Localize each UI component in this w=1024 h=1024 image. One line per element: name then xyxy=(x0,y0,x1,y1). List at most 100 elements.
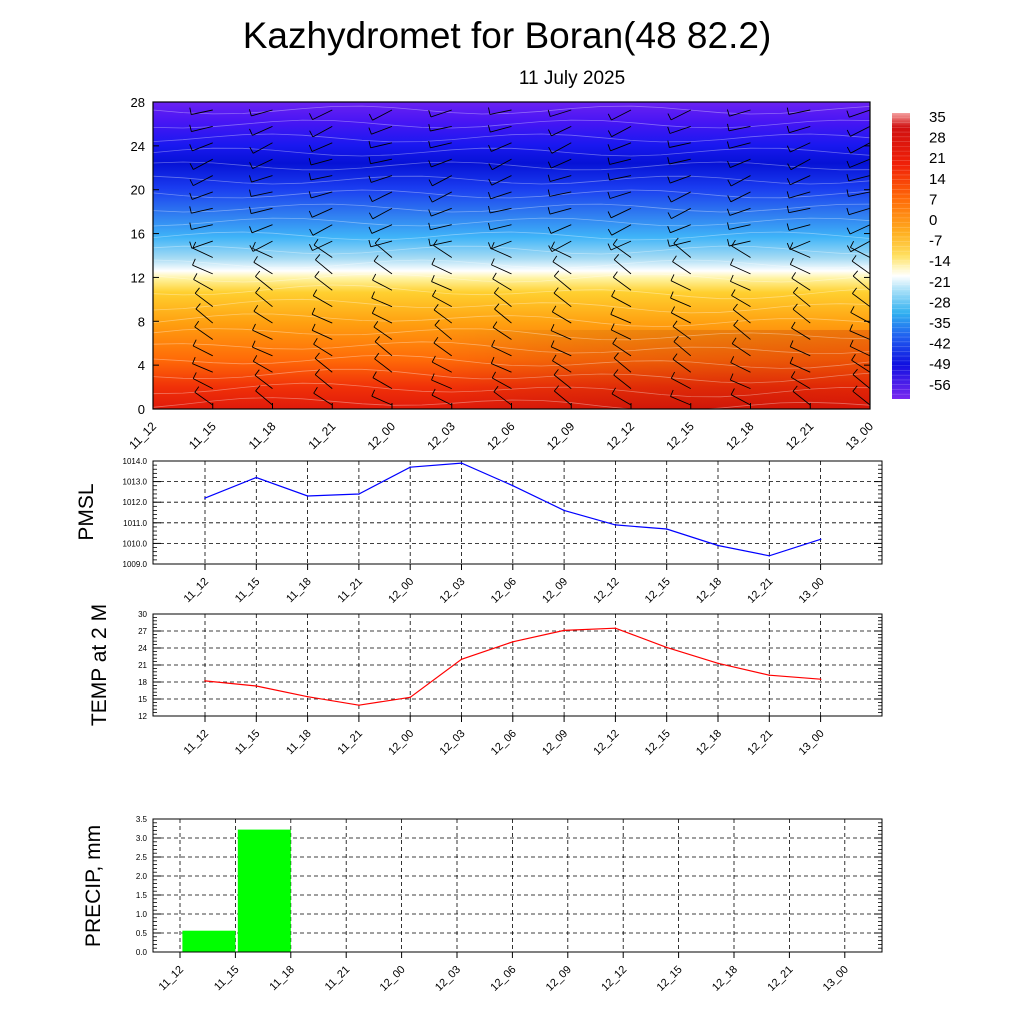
wind-barb-staff xyxy=(728,224,751,230)
wind-barb-feather xyxy=(846,174,850,182)
wind-barb-feather xyxy=(192,258,196,266)
wind-barb-feather xyxy=(849,240,855,248)
wind-barb-staff xyxy=(192,142,213,152)
wind-barb-staff xyxy=(252,158,273,170)
contour-line xyxy=(153,147,870,157)
wind-barb-staff xyxy=(669,175,691,184)
wind-barb-feather xyxy=(249,146,254,154)
wind-barb-staff xyxy=(669,240,691,247)
wind-barb-staff xyxy=(850,247,870,258)
x-tick-label: 12_00 xyxy=(378,964,408,994)
precip-minor-ticks xyxy=(153,822,882,949)
wind-barb-feather xyxy=(490,356,495,364)
wind-barb-staff xyxy=(311,142,333,152)
wind-barb-staff xyxy=(153,355,154,356)
wind-barb-feather xyxy=(192,357,196,364)
data-point xyxy=(306,695,309,698)
wind-barb-feather xyxy=(374,237,381,244)
wind-barb-feather xyxy=(308,210,313,218)
wind-barb-feather xyxy=(308,113,313,120)
contour-line xyxy=(153,231,870,241)
wind-barb-staff xyxy=(848,175,870,182)
wind-barb-staff xyxy=(730,280,751,291)
wind-barb-feather xyxy=(136,337,140,343)
wind-barb-feather xyxy=(726,208,731,216)
wind-barb-feather xyxy=(368,226,373,234)
wind-barb-staff xyxy=(312,329,333,340)
heatmap-x-tick-label: 12_00 xyxy=(365,419,399,453)
x-tick-label: 11_18 xyxy=(284,576,314,606)
wind-barb-staff xyxy=(252,247,273,258)
wind-barb-staff xyxy=(489,109,512,115)
wind-barb-feather xyxy=(786,145,791,153)
wind-barb-feather xyxy=(428,209,432,217)
wind-barb-staff xyxy=(191,125,213,133)
wind-barb-feather xyxy=(308,157,312,166)
data-point xyxy=(255,685,258,687)
pmsl-ylabel: PMSL xyxy=(75,483,98,540)
y-tick-label: 1010.0 xyxy=(123,539,148,548)
wind-barb-feather xyxy=(852,368,858,375)
wind-barb-feather xyxy=(373,255,379,262)
x-tick-label: 12_00 xyxy=(386,576,416,606)
wind-barb-feather xyxy=(613,352,619,359)
wind-barb-feather xyxy=(553,287,559,294)
x-tick-label: 12_18 xyxy=(710,964,740,994)
wind-barb-staff xyxy=(670,297,691,308)
x-tick-label: 12_21 xyxy=(745,728,775,758)
wind-barb-feather xyxy=(667,126,671,134)
wind-barb-staff xyxy=(431,207,452,217)
wind-barb-staff xyxy=(252,346,273,357)
wind-barb-feather xyxy=(371,389,376,397)
x-tick-label: 12_12 xyxy=(591,728,621,758)
colorbar-label: 14 xyxy=(929,171,946,188)
wind-barb-feather xyxy=(428,238,431,246)
wind-barb-feather xyxy=(491,371,496,379)
wind-barb-staff xyxy=(371,224,393,234)
wind-barb-feather xyxy=(612,238,618,245)
wind-barb-staff xyxy=(434,324,453,340)
wind-barb-feather xyxy=(313,239,319,246)
wind-barb-staff xyxy=(153,110,154,111)
wind-barb-staff xyxy=(671,377,691,390)
colorbar-steps xyxy=(892,117,910,395)
wind-barb-feather xyxy=(372,371,377,378)
contour-line xyxy=(153,382,870,398)
wind-barb-staff xyxy=(791,277,811,291)
temp-ylabel: TEMP at 2 M xyxy=(88,604,111,726)
temp-x-axis: 11_12 11_15 11_18 11_21 12_00 12_03 12_06 12_09… xyxy=(182,716,827,758)
wind-barb-staff xyxy=(491,158,512,171)
x-tick-label: 12_00 xyxy=(386,728,416,758)
contour-line xyxy=(153,354,870,369)
wind-barb-feather xyxy=(607,211,612,218)
wind-barb-staff xyxy=(431,191,452,203)
wind-barb-feather xyxy=(192,339,197,347)
wind-barb-staff xyxy=(791,377,811,389)
wind-barb-feather xyxy=(431,355,436,363)
wind-barb-staff xyxy=(610,313,632,324)
wind-barb-staff xyxy=(792,391,811,406)
wind-barb-feather xyxy=(670,291,674,299)
wind-barb-staff xyxy=(613,259,632,275)
x-tick-label: 11_21 xyxy=(323,964,353,994)
wind-barb-staff xyxy=(552,261,572,275)
wind-barb-staff xyxy=(552,360,572,373)
wind-barb-staff xyxy=(550,158,572,169)
y-tick-label: 1013.0 xyxy=(123,478,148,487)
wind-barb-staff xyxy=(370,175,393,183)
wind-barb-feather xyxy=(851,255,857,262)
wind-barb-staff xyxy=(852,293,870,308)
wind-barb-feather xyxy=(193,273,198,280)
wind-barb-feather xyxy=(252,355,258,362)
wind-barb-staff xyxy=(372,207,393,220)
colorbar-label: -28 xyxy=(929,294,951,311)
wind-barb-staff xyxy=(311,313,333,324)
wind-barb-feather xyxy=(311,307,316,315)
wind-barb-feather xyxy=(133,258,136,264)
wind-barb-staff xyxy=(672,261,692,275)
wind-barb-staff xyxy=(611,295,632,308)
heatmap-x-tick-label: 11_15 xyxy=(186,419,219,452)
wind-barb-staff xyxy=(730,175,751,187)
x-tick-label: 12_03 xyxy=(438,728,468,758)
wind-barb-feather xyxy=(312,289,318,296)
